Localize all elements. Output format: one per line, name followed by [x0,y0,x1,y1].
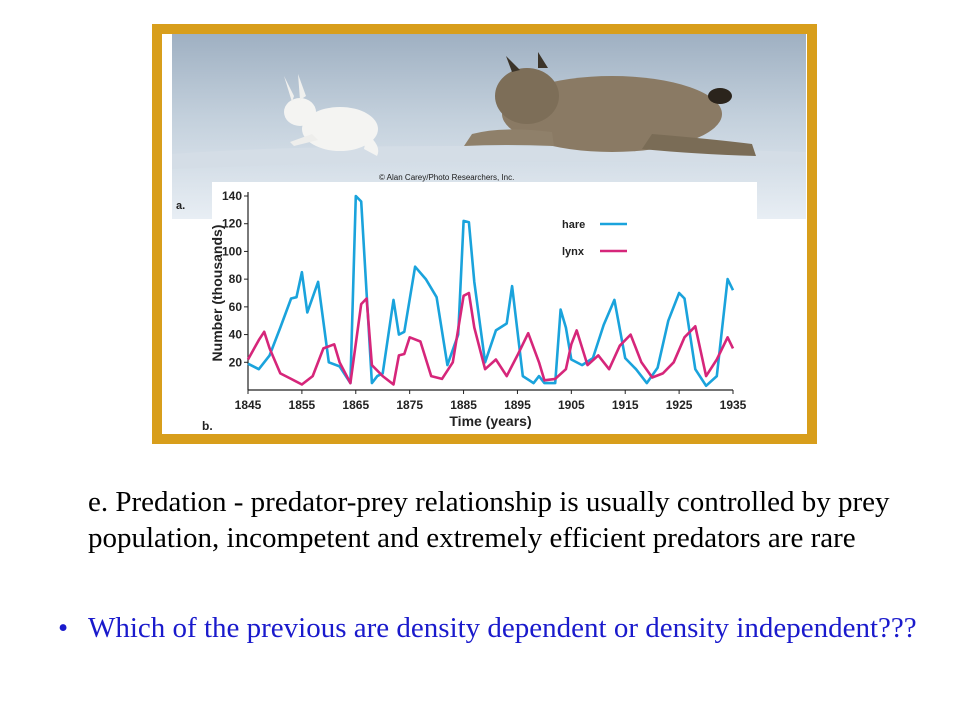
chart-axes: 20 40 60 80 100 120 140 1845 1855 1865 1875 1885 189… [212,189,747,429]
y-tick-label: 80 [229,272,243,286]
x-tick-label: 1855 [289,398,316,412]
y-tick-label: 120 [222,217,242,231]
chart-legend: hare lynx [562,219,627,258]
predation-paragraph: e. Predation - predator-prey relationshi… [88,486,890,554]
chart-series [246,194,735,388]
population-chart: 20 40 60 80 100 120 140 1845 1855 1865 1875 1885 189… [212,182,757,434]
x-tick-label: 1915 [612,398,639,412]
y-tick-label: 100 [222,244,242,258]
series-line-lynx [246,291,735,386]
chart-svg: 20 40 60 80 100 120 140 1845 1855 1865 1875 1885 189… [212,189,747,429]
y-axis-label: Number (thousands) [212,225,225,362]
x-tick-label: 1925 [666,398,693,412]
x-tick-label: 1885 [450,398,477,412]
y-tick-label: 20 [229,355,243,369]
figure-frame: © Alan Carey/Photo Researchers, Inc. a. … [152,24,817,444]
question-text: Which of the previous are density depend… [88,612,917,644]
lynx-figure [464,52,756,156]
y-tick-label: 60 [229,300,243,314]
series-line-hare [247,194,735,388]
hare-figure [284,74,379,156]
x-axis-label: Time (years) [449,413,531,429]
x-tick-label: 1875 [396,398,423,412]
y-tick-label: 40 [229,328,243,342]
photo-credit: © Alan Carey/Photo Researchers, Inc. [379,173,515,182]
panel-a-label: a. [176,200,186,212]
x-tick-label: 1845 [235,398,262,412]
snow-shadow [172,145,806,169]
figure-panel: © Alan Carey/Photo Researchers, Inc. a. … [162,34,807,434]
legend-label-hare: hare [562,219,585,231]
y-tick-label: 140 [222,189,242,203]
legend-label-lynx: lynx [562,246,585,258]
x-tick-label: 1865 [342,398,369,412]
x-tick-label: 1935 [720,398,747,412]
panel-b-label: b. [202,419,213,433]
bullet-icon: • [58,612,69,644]
x-tick-label: 1895 [504,398,531,412]
x-tick-label: 1905 [558,398,585,412]
